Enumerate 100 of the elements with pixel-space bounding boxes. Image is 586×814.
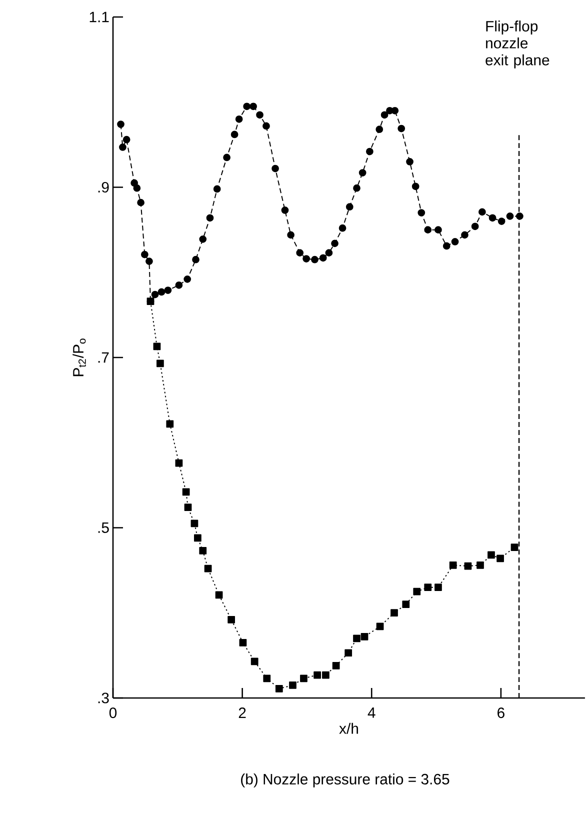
point	[472, 222, 479, 230]
point	[353, 634, 361, 642]
point	[353, 184, 361, 192]
point	[322, 671, 330, 679]
point	[184, 504, 192, 512]
point	[214, 185, 221, 193]
point	[158, 288, 166, 296]
point	[450, 562, 457, 569]
point	[184, 276, 192, 283]
point	[123, 136, 130, 144]
point	[381, 111, 388, 119]
point	[506, 212, 514, 220]
x-tick-label: 4	[368, 708, 376, 718]
point	[452, 238, 459, 246]
point	[443, 242, 450, 250]
point	[476, 562, 484, 569]
point	[133, 184, 141, 192]
x-tick-label: 6	[498, 708, 505, 718]
y-tick-label: .3	[98, 692, 110, 704]
point	[434, 226, 442, 234]
point	[117, 120, 125, 128]
point	[391, 106, 399, 114]
point	[206, 214, 214, 222]
point	[166, 420, 174, 428]
point	[223, 154, 231, 162]
point	[390, 609, 398, 617]
point	[119, 144, 127, 151]
point	[250, 102, 258, 110]
point	[464, 562, 472, 570]
point	[434, 584, 442, 592]
point	[289, 682, 297, 689]
point	[413, 588, 421, 596]
point	[418, 209, 426, 216]
point	[256, 111, 264, 119]
point	[239, 638, 247, 646]
point	[302, 255, 310, 262]
y-tick-label: 1.1	[90, 12, 109, 22]
x-tick-label: 0	[110, 708, 117, 718]
y-tick-label: .9	[98, 182, 109, 193]
point	[361, 633, 368, 640]
point	[331, 240, 339, 248]
point	[344, 649, 352, 657]
point	[346, 203, 354, 211]
point	[332, 662, 340, 670]
point	[339, 224, 346, 232]
point	[236, 115, 243, 123]
point	[156, 360, 164, 368]
point	[359, 169, 366, 176]
point	[498, 218, 506, 225]
point	[516, 212, 524, 220]
point	[175, 281, 183, 289]
point	[182, 488, 190, 496]
point	[311, 256, 319, 264]
y-tick-label: .5	[98, 522, 110, 533]
point	[199, 235, 207, 243]
point	[216, 591, 223, 599]
point	[398, 124, 406, 132]
point	[296, 249, 304, 256]
point	[320, 254, 328, 262]
x-tick-label: 2	[239, 708, 246, 718]
point	[300, 674, 308, 682]
point	[424, 584, 432, 592]
point	[262, 122, 270, 130]
point	[376, 622, 384, 630]
point	[325, 249, 333, 256]
point	[287, 231, 295, 239]
y-axis-title: P$_{t2}$/P$_{o}$	[72, 338, 86, 376]
point	[231, 130, 238, 138]
point	[204, 564, 212, 572]
y-tick-label: .7	[98, 352, 109, 363]
ref-line-label: Flip-flop nozzle exit plane	[486, 20, 550, 68]
point	[272, 164, 280, 172]
point	[192, 256, 200, 264]
point	[366, 148, 374, 156]
point	[402, 600, 410, 608]
point	[488, 551, 496, 559]
x-axis-title: x/h	[339, 722, 358, 734]
point	[276, 684, 284, 692]
point	[314, 671, 322, 679]
text: (b) Nozzle pressure ratio = 3.65	[241, 774, 450, 788]
point	[424, 226, 432, 234]
point	[146, 258, 154, 265]
point	[152, 290, 159, 298]
point	[199, 547, 207, 554]
point	[376, 126, 384, 134]
point	[164, 286, 172, 294]
point	[137, 198, 145, 206]
point	[141, 250, 149, 258]
point	[461, 231, 469, 239]
point	[511, 544, 518, 552]
point	[489, 214, 496, 222]
point	[228, 616, 236, 624]
point	[412, 182, 420, 190]
point	[190, 520, 198, 528]
point	[478, 208, 486, 216]
point	[281, 206, 289, 214]
point	[175, 459, 183, 467]
point	[263, 674, 271, 682]
point	[153, 342, 161, 350]
point	[406, 158, 414, 166]
